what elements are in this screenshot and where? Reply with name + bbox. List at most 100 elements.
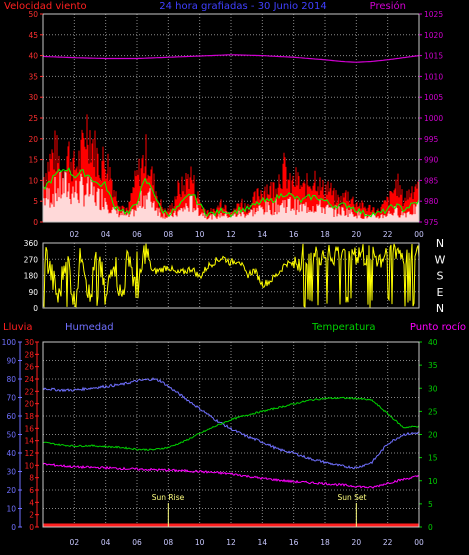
humidity-tick-label: 70 — [6, 394, 16, 403]
wind-y-tick-label: 35 — [28, 72, 38, 81]
rain-tick-label: 14 — [24, 437, 34, 446]
dew-point-label: Punto rocío — [410, 321, 466, 333]
wind-speed-label: Velocidad viento — [4, 1, 87, 12]
dir-y-tick-label: 360 — [24, 239, 39, 248]
wind-x-tick-label: 22 — [383, 230, 393, 239]
env-x-tick-label: 08 — [164, 538, 174, 547]
pressure-y-tick-label: 1020 — [424, 31, 443, 40]
env-x-tick-label: 16 — [289, 538, 299, 547]
wind-x-tick-label: 20 — [352, 230, 362, 239]
env-x-tick-label: 04 — [101, 538, 111, 547]
humidity-tick-label: 60 — [6, 412, 16, 421]
pressure-y-tick-label: 1005 — [424, 93, 443, 102]
pressure-label: Presión — [370, 0, 406, 12]
wind-x-tick-label: 10 — [195, 230, 205, 239]
rain-tick-label: 2 — [29, 511, 34, 520]
wind-x-tick-label: 18 — [320, 230, 330, 239]
rain-tick-label: 0 — [29, 523, 34, 532]
pressure-y-tick-label: 975 — [424, 218, 439, 227]
env-x-tick-label: 00 — [414, 538, 424, 547]
rain-tick-label: 6 — [29, 486, 34, 495]
env-x-tick-label: 02 — [70, 538, 80, 547]
wind-x-tick-label: 06 — [132, 230, 142, 239]
compass-label: S — [437, 270, 444, 283]
wind-y-tick-label: 30 — [28, 93, 38, 102]
wind-y-tick-label: 20 — [28, 135, 38, 144]
wind-y-tick-label: 25 — [28, 114, 38, 123]
rain-tick-label: 22 — [24, 387, 34, 396]
rain-tick-label: 4 — [29, 498, 34, 507]
humidity-tick-label: 10 — [6, 505, 16, 514]
pressure-y-tick-label: 1010 — [424, 72, 443, 81]
dir-y-tick-label: 180 — [24, 272, 39, 281]
pressure-y-tick-label: 995 — [424, 135, 439, 144]
humidity-tick-label: 50 — [6, 431, 16, 440]
env-x-tick-label: 20 — [352, 538, 362, 547]
dir-y-tick-label: 90 — [28, 288, 38, 297]
humidity-tick-label: 100 — [2, 338, 17, 347]
wind-x-tick-label: 08 — [164, 230, 174, 239]
rain-tick-label: 18 — [24, 412, 34, 421]
temperature-tick-label: 5 — [428, 500, 433, 509]
env-x-tick-label: 14 — [258, 538, 268, 547]
temperature-tick-label: 30 — [428, 384, 438, 393]
pressure-line — [42, 54, 420, 63]
wind-y-tick-label: 10 — [28, 176, 38, 185]
pressure-y-tick-label: 990 — [424, 156, 439, 165]
env-x-tick-label: 22 — [383, 538, 393, 547]
rain-label: Lluvia — [3, 322, 33, 333]
humidity-label: Humedad — [65, 322, 114, 333]
pressure-y-tick-label: 1000 — [424, 114, 443, 123]
compass-label: N — [436, 302, 444, 315]
dew-point-line — [42, 462, 420, 489]
humidity-tick-label: 30 — [6, 468, 16, 477]
compass-label: W — [435, 253, 446, 266]
humidity-tick-label: 80 — [6, 375, 16, 384]
humidity-tick-label: 40 — [6, 449, 16, 458]
wind-average-line — [42, 167, 420, 218]
rain-tick-label: 20 — [24, 400, 34, 409]
rain-tick-label: 26 — [24, 363, 34, 372]
wind-x-tick-label: 02 — [70, 230, 80, 239]
pressure-y-tick-label: 1025 — [424, 10, 443, 19]
temperature-label: Temperatura — [311, 322, 376, 333]
pressure-y-tick-label: 980 — [424, 197, 439, 206]
humidity-tick-label: 0 — [11, 523, 16, 532]
wind-x-tick-label: 00 — [414, 230, 424, 239]
temperature-tick-label: 35 — [428, 361, 438, 370]
wind-x-tick-label: 14 — [258, 230, 268, 239]
env-x-tick-label: 18 — [320, 538, 330, 547]
env-frame — [42, 341, 420, 528]
rain-tick-label: 8 — [29, 474, 34, 483]
rain-tick-label: 16 — [24, 424, 34, 433]
env-x-tick-label: 12 — [226, 538, 236, 547]
dir-y-tick-label: 270 — [24, 255, 39, 264]
dir-y-tick-label: 0 — [33, 304, 38, 313]
temperature-tick-label: 15 — [428, 454, 438, 463]
temperature-tick-label: 40 — [428, 338, 438, 347]
wind-y-tick-label: 40 — [28, 52, 38, 61]
sunrise-annotation: Sun Rise — [152, 493, 185, 502]
rain-tick-label: 30 — [24, 338, 34, 347]
env-x-tick-label: 06 — [132, 538, 142, 547]
chart-marks: 0510152025303540455097598098599099510001… — [2, 10, 446, 547]
chart-title: 24 hora grafiadas - 30 Junio 2014 — [159, 1, 327, 12]
temperature-tick-label: 25 — [428, 407, 438, 416]
rain-tick-label: 28 — [24, 350, 34, 359]
dir-frame — [42, 242, 420, 309]
wind-y-tick-label: 50 — [28, 10, 38, 19]
wind-y-tick-label: 5 — [33, 197, 38, 206]
rain-tick-label: 24 — [24, 375, 34, 384]
wind-direction-line — [42, 243, 420, 309]
wind-x-tick-label: 12 — [226, 230, 236, 239]
temperature-line — [42, 396, 420, 452]
rain-tick-label: 10 — [24, 461, 34, 470]
humidity-line — [42, 377, 420, 470]
compass-label: E — [437, 286, 444, 299]
wind-x-tick-label: 16 — [289, 230, 299, 239]
wind-y-tick-label: 0 — [33, 218, 38, 227]
temperature-tick-label: 0 — [428, 523, 433, 532]
temperature-tick-label: 10 — [428, 477, 438, 486]
env-x-tick-label: 10 — [195, 538, 205, 547]
wind-y-tick-label: 15 — [28, 156, 38, 165]
